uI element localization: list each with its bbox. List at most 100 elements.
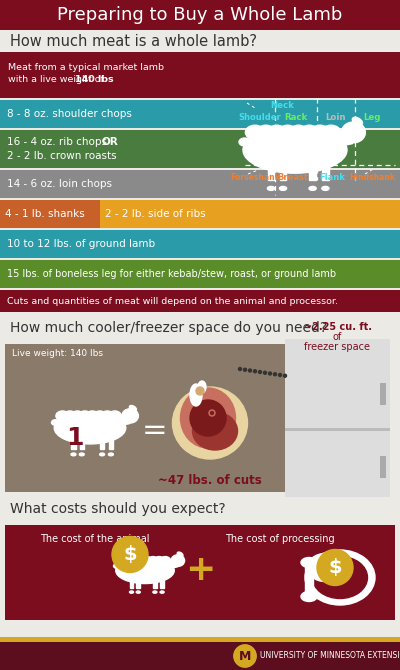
Ellipse shape: [267, 186, 275, 190]
Text: 16 - 4 oz. rib chops: 16 - 4 oz. rib chops: [7, 137, 110, 147]
Ellipse shape: [63, 411, 76, 421]
Text: How much cooler/freezer space do you need?: How much cooler/freezer space do you nee…: [10, 321, 327, 335]
Bar: [109, 432, 113, 449]
Circle shape: [317, 549, 353, 586]
Polygon shape: [168, 559, 178, 568]
Bar: [100, 432, 104, 449]
Ellipse shape: [352, 117, 362, 125]
Ellipse shape: [93, 411, 106, 421]
Circle shape: [274, 373, 276, 376]
Text: $: $: [328, 558, 342, 577]
Text: M: M: [239, 649, 251, 663]
Ellipse shape: [308, 553, 342, 582]
Text: =: =: [142, 415, 168, 444]
Text: of: of: [333, 332, 342, 342]
Circle shape: [196, 387, 204, 395]
Ellipse shape: [301, 557, 317, 567]
Ellipse shape: [86, 411, 99, 421]
Ellipse shape: [198, 381, 206, 393]
Text: 15 lbs. of boneless leg for either kebab/stew, roast, or ground lamb: 15 lbs. of boneless leg for either kebab…: [7, 269, 336, 279]
Text: 14 - 6 oz. loin chops: 14 - 6 oz. loin chops: [7, 179, 112, 189]
Ellipse shape: [148, 557, 158, 565]
Bar: [0, 230, 400, 258]
Text: UNIVERSITY OF MINNESOTA EXTENSION: UNIVERSITY OF MINNESOTA EXTENSION: [260, 651, 400, 661]
Ellipse shape: [136, 557, 146, 565]
Text: +: +: [185, 553, 215, 588]
Polygon shape: [337, 129, 353, 146]
Text: Flank: Flank: [319, 172, 345, 182]
Bar: [0, 637, 400, 642]
Text: Meat from a typical market lamb: Meat from a typical market lamb: [8, 64, 164, 72]
Bar: [80, 432, 84, 449]
Circle shape: [248, 369, 252, 372]
Ellipse shape: [129, 557, 140, 565]
Bar: [0, 130, 242, 168]
Ellipse shape: [136, 591, 140, 593]
Circle shape: [284, 375, 286, 377]
Text: 8 - 8 oz. shoulder chops: 8 - 8 oz. shoulder chops: [7, 109, 132, 119]
Ellipse shape: [192, 412, 238, 450]
Ellipse shape: [190, 384, 202, 406]
Circle shape: [112, 537, 148, 572]
Ellipse shape: [312, 557, 368, 598]
Circle shape: [209, 410, 215, 416]
Bar: [0, 642, 400, 670]
Circle shape: [258, 371, 262, 373]
Bar: [0, 170, 242, 198]
Bar: [136, 574, 140, 588]
Ellipse shape: [301, 592, 317, 602]
Text: Loin: Loin: [325, 113, 345, 123]
Ellipse shape: [278, 125, 297, 139]
Circle shape: [254, 370, 256, 373]
Ellipse shape: [100, 453, 104, 456]
Bar: [130, 574, 133, 588]
Circle shape: [244, 369, 246, 371]
Bar: [285, 427, 390, 431]
Bar: [380, 456, 386, 478]
Text: Neck: Neck: [270, 100, 294, 109]
Text: 10 to 12 lbs. of ground lamb: 10 to 12 lbs. of ground lamb: [7, 239, 155, 249]
Bar: [0, 260, 400, 288]
Bar: [0, 52, 400, 98]
Ellipse shape: [305, 550, 375, 605]
Text: Live weight: 140 lbs: Live weight: 140 lbs: [12, 350, 103, 358]
Bar: [0, 290, 400, 312]
Ellipse shape: [246, 125, 265, 139]
Text: Forseshank: Forseshank: [230, 172, 280, 182]
Circle shape: [234, 645, 256, 667]
Bar: [280, 156, 286, 180]
Ellipse shape: [180, 388, 236, 448]
Text: ~47 lbs. of cuts: ~47 lbs. of cuts: [158, 474, 262, 486]
Ellipse shape: [71, 453, 76, 456]
Text: Breast: Breast: [278, 172, 308, 182]
Bar: [0, 200, 100, 228]
Circle shape: [264, 371, 266, 375]
Ellipse shape: [78, 411, 92, 421]
Ellipse shape: [160, 557, 171, 565]
Ellipse shape: [154, 557, 164, 565]
Ellipse shape: [52, 419, 59, 425]
Bar: [310, 156, 316, 180]
Bar: [160, 574, 164, 588]
Ellipse shape: [289, 125, 308, 139]
Text: Hindshank: Hindshank: [349, 172, 395, 182]
Ellipse shape: [267, 125, 286, 139]
Text: 1: 1: [66, 426, 84, 450]
Bar: [242, 100, 400, 128]
Ellipse shape: [309, 186, 316, 190]
Ellipse shape: [101, 411, 114, 421]
Ellipse shape: [153, 591, 157, 593]
Ellipse shape: [123, 557, 134, 565]
Text: The cost of processing: The cost of processing: [225, 534, 335, 544]
Ellipse shape: [142, 557, 152, 565]
Text: 4 - 1 lb. shanks: 4 - 1 lb. shanks: [5, 209, 85, 219]
Text: Leg: Leg: [363, 113, 381, 123]
Text: 2 - 2 lb. side of ribs: 2 - 2 lb. side of ribs: [105, 209, 206, 219]
Bar: [5, 344, 285, 492]
Bar: [5, 525, 395, 620]
Text: freezer space: freezer space: [304, 342, 370, 352]
Text: 140 lbs: 140 lbs: [75, 76, 114, 84]
Ellipse shape: [300, 125, 319, 139]
Bar: [242, 170, 400, 198]
Ellipse shape: [171, 555, 185, 566]
